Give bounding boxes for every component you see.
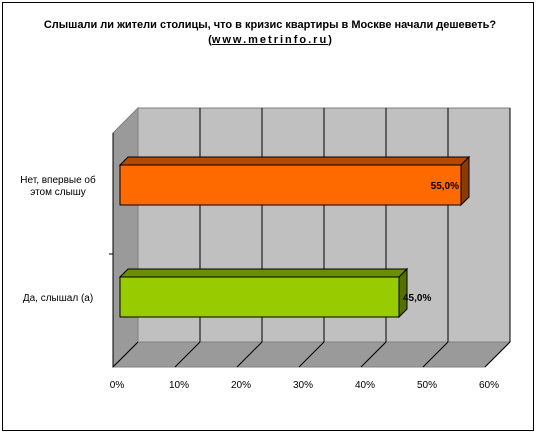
subtitle-url: www.metrinfo.ru	[211, 34, 329, 46]
x-tick-label: 60%	[479, 380, 499, 391]
chart-walls	[111, 106, 512, 369]
category-label: Да, слышал (а)	[23, 293, 93, 304]
gridline-floor	[174, 341, 201, 368]
gridline-floor	[112, 341, 139, 368]
x-axis-ticks: 0% 10% 20% 30% 40% 50% 60%	[110, 380, 499, 391]
bar-front-face	[119, 276, 400, 318]
bar-value-label: 45,0%	[403, 293, 431, 304]
subtitle-paren-close: )	[328, 34, 332, 46]
chart-title: Слышали ли жители столицы, что в кризис …	[43, 19, 497, 31]
bar-front-face	[119, 164, 462, 206]
category-label: Нет, впервые об	[20, 174, 96, 186]
x-tick-label: 30%	[293, 380, 313, 391]
gridline-floor	[422, 341, 449, 368]
bar-top-face	[118, 156, 471, 166]
x-tick-label: 20%	[231, 380, 251, 391]
gridline-floor	[484, 341, 511, 368]
gridline-floor	[360, 341, 387, 368]
x-tick-label: 40%	[355, 380, 375, 391]
gridline-floor	[236, 341, 263, 368]
chart-subtitle: (www.metrinfo.ru)	[0, 33, 540, 47]
chart-bars: 55,0% 45,0%	[118, 155, 471, 319]
side-wall	[112, 106, 139, 369]
category-label: этом слышу	[30, 187, 86, 198]
subtitle-paren-open: (	[208, 34, 212, 46]
bar	[118, 267, 409, 319]
bar-side-face	[460, 155, 470, 207]
bar-top-face	[118, 268, 409, 278]
bar-value-label: 55,0%	[431, 181, 459, 192]
gridline-floor	[298, 341, 325, 368]
bar	[118, 155, 471, 207]
x-tick-label: 10%	[169, 380, 189, 391]
x-tick-label: 50%	[417, 380, 437, 391]
x-tick-label: 0%	[110, 380, 125, 391]
